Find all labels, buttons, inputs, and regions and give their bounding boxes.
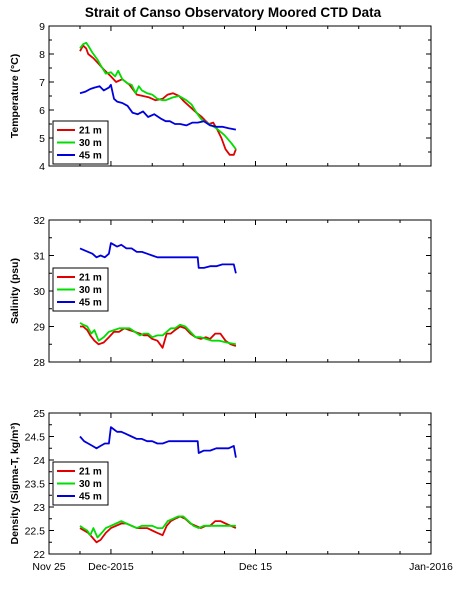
y-tick-label: 32 xyxy=(33,215,45,227)
y-tick-label: 24.5 xyxy=(25,432,46,444)
y-tick-label: 4 xyxy=(39,161,45,173)
y-tick-label: 28 xyxy=(33,357,45,369)
y-tick-label: 24 xyxy=(33,455,45,467)
y-tick-label: 7 xyxy=(39,77,45,89)
y-tick-label: 6 xyxy=(39,105,45,117)
y-tick-label: 23 xyxy=(33,502,45,514)
legend-label: 30 m xyxy=(79,285,102,296)
legend-label: 21 m xyxy=(79,126,102,137)
y-tick-label: 25 xyxy=(33,408,45,420)
y-tick-label: 22 xyxy=(33,549,45,561)
y-tick-label: 29 xyxy=(33,322,45,334)
x-tick-label: Jan-2016 xyxy=(409,561,453,573)
legend-label: 45 m xyxy=(79,492,102,503)
panel-2: 28 29 30 31 32 Salinity (psu) 21 m30 m 45 m xyxy=(9,215,432,369)
y-axis-label: Temperature (°C) xyxy=(9,54,21,139)
x-tick-label: Dec-2015 xyxy=(88,561,134,573)
y-axis-label: Density (Sigma-T, kg/m³) xyxy=(9,423,21,545)
legend-label: 30 m xyxy=(79,479,102,490)
figure-title: Strait of Canso Observatory Moored CTD D… xyxy=(85,5,382,20)
y-tick-label: 8 xyxy=(39,49,45,61)
series-line-30m xyxy=(79,515,236,539)
x-tick-label: Dec 15 xyxy=(239,561,272,573)
legend: 21 m30 m 45 m xyxy=(52,120,109,165)
x-tick-label: Nov 25 xyxy=(32,561,65,573)
series-line-30m xyxy=(79,41,237,150)
legend-label: 21 m xyxy=(79,467,102,478)
series-line-21m xyxy=(80,325,237,349)
panel-3: 22 22.5 23 23.5 24 24.5 25 Nov 25 Dec-2015 Dec 15… xyxy=(9,408,453,573)
legend-label: 45 m xyxy=(79,298,102,309)
series-line-45m xyxy=(79,426,237,458)
y-tick-label: 9 xyxy=(39,21,45,33)
series-line-45m xyxy=(79,242,237,274)
legend-label: 21 m xyxy=(79,273,102,284)
y-axis-label: Salinity (psu) xyxy=(9,258,21,324)
legend: 21 m30 m 45 m xyxy=(52,267,109,312)
legend: 21 m30 m 45 m xyxy=(52,461,109,506)
y-tick-label: 23.5 xyxy=(25,479,46,491)
y-tick-label: 22.5 xyxy=(25,526,46,538)
y-tick-label: 30 xyxy=(33,286,45,298)
series-line-30m xyxy=(79,322,237,346)
y-tick-label: 5 xyxy=(39,133,45,145)
y-tick-label: 31 xyxy=(33,251,45,263)
panel-1: 4 5 6 7 8 9 Temperature (°C) 21 m30 m 45 m xyxy=(9,21,432,173)
legend-label: 45 m xyxy=(79,151,102,162)
series-line-45m xyxy=(79,83,237,131)
series-line-21m xyxy=(79,515,237,544)
legend-label: 30 m xyxy=(79,138,102,149)
